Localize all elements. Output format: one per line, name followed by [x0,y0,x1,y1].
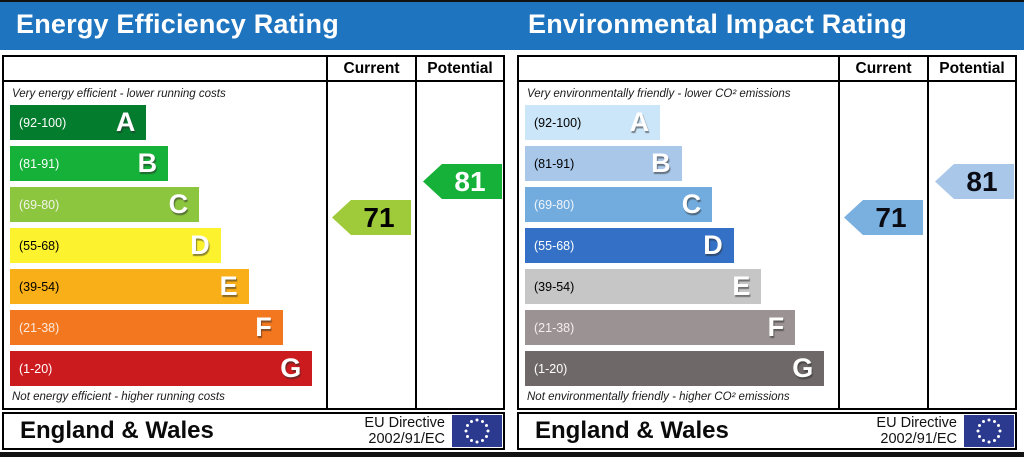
band-letter: D [703,230,723,260]
energy-rating-title: Energy Efficiency Rating [16,9,339,39]
energy-band-a: (92-100) A [10,105,147,140]
band-range: (81-91) [19,156,60,171]
band-letter: F [767,312,785,342]
region-label: England & Wales [20,417,214,444]
current-rating-arrow: 71 [844,200,923,235]
band-range: (21-38) [19,320,60,335]
environmental-band-a: (92-100) A [525,105,661,140]
environmental-rating-title: Environmental Impact Rating [528,9,907,39]
band-range: (39-54) [534,279,575,294]
band-letter: A [115,107,136,137]
band-letter: C [681,189,702,219]
band-letter: G [280,353,302,383]
energy-bottom-caption: Not energy efficient - higher running co… [12,391,225,403]
potential-rating-arrow: 81 [935,164,1014,199]
band-letter: B [651,148,671,178]
band-letter: E [219,271,238,301]
energy-band-g: (1-20) G [10,351,313,386]
band-range: (92-100) [19,115,67,130]
band-range: (92-100) [534,115,582,130]
band-range: (21-38) [534,320,575,335]
environmental-top-caption: Very environmentally friendly - lower CO… [527,88,791,100]
energy-band-chart: Very energy efficient - lower running co… [4,57,328,408]
header-bar: Energy Efficiency Rating Environmental I… [0,0,1024,50]
band-range: (55-68) [534,238,575,253]
environmental-chart-header-spacer [519,57,838,82]
environmental-current-column: Current 71 [840,57,929,408]
band-letter: D [190,230,210,260]
region-label: England & Wales [535,417,729,444]
environmental-footer: England & Wales EU Directive 2002/91/EC [517,412,1017,450]
bottom-border-strip [0,452,1024,457]
band-range: (81-91) [534,156,575,171]
environmental-potential-column: Potential 81 [929,57,1015,408]
environmental-rating-table: Very environmentally friendly - lower CO… [517,55,1017,410]
current-column-header: Current [840,57,927,82]
energy-footer: England & Wales EU Directive 2002/91/EC [2,412,505,450]
band-letter: G [792,353,814,383]
band-range: (1-20) [19,361,53,376]
environmental-band-f: (21-38) F [525,310,796,345]
band-letter: C [168,189,189,219]
potential-rating-arrow: 81 [423,164,502,199]
band-letter: F [255,312,272,342]
band-letter: B [137,148,158,178]
eu-directive-label: EU Directive 2002/91/EC [364,414,445,448]
eu-directive-label: EU Directive 2002/91/EC [876,414,957,448]
environmental-band-e: (39-54) E [525,269,762,304]
energy-band-b: (81-91) B [10,146,169,181]
environmental-band-chart: Very environmentally friendly - lower CO… [519,57,840,408]
potential-column-header: Potential [417,57,503,82]
energy-top-caption: Very energy efficient - lower running co… [12,88,226,100]
environmental-bottom-caption: Not environmentally friendly - higher CO… [527,391,790,403]
environmental-band-g: (1-20) G [525,351,825,386]
energy-current-column: Current 71 [328,57,417,408]
band-range: (69-80) [19,197,60,212]
band-letter: E [732,271,751,301]
energy-band-e: (39-54) E [10,269,249,304]
band-letter: A [629,107,650,137]
environmental-band-d: (55-68) D [525,228,734,263]
current-column-header: Current [328,57,415,82]
energy-band-f: (21-38) F [10,310,283,345]
energy-band-c: (69-80) C [10,187,200,222]
potential-column-header: Potential [929,57,1015,82]
eu-flag-icon [452,415,502,447]
band-range: (69-80) [534,197,575,212]
current-rating-arrow: 71 [332,200,411,235]
energy-potential-column: Potential 81 [417,57,503,408]
band-range: (55-68) [19,238,60,253]
band-range: (1-20) [534,361,568,376]
energy-band-d: (55-68) D [10,228,221,263]
band-range: (39-54) [19,279,60,294]
eu-flag-icon [964,415,1014,447]
environmental-band-b: (81-91) B [525,146,682,181]
energy-rating-table: Very energy efficient - lower running co… [2,55,505,410]
environmental-band-c: (69-80) C [525,187,713,222]
energy-chart-header-spacer [4,57,326,82]
